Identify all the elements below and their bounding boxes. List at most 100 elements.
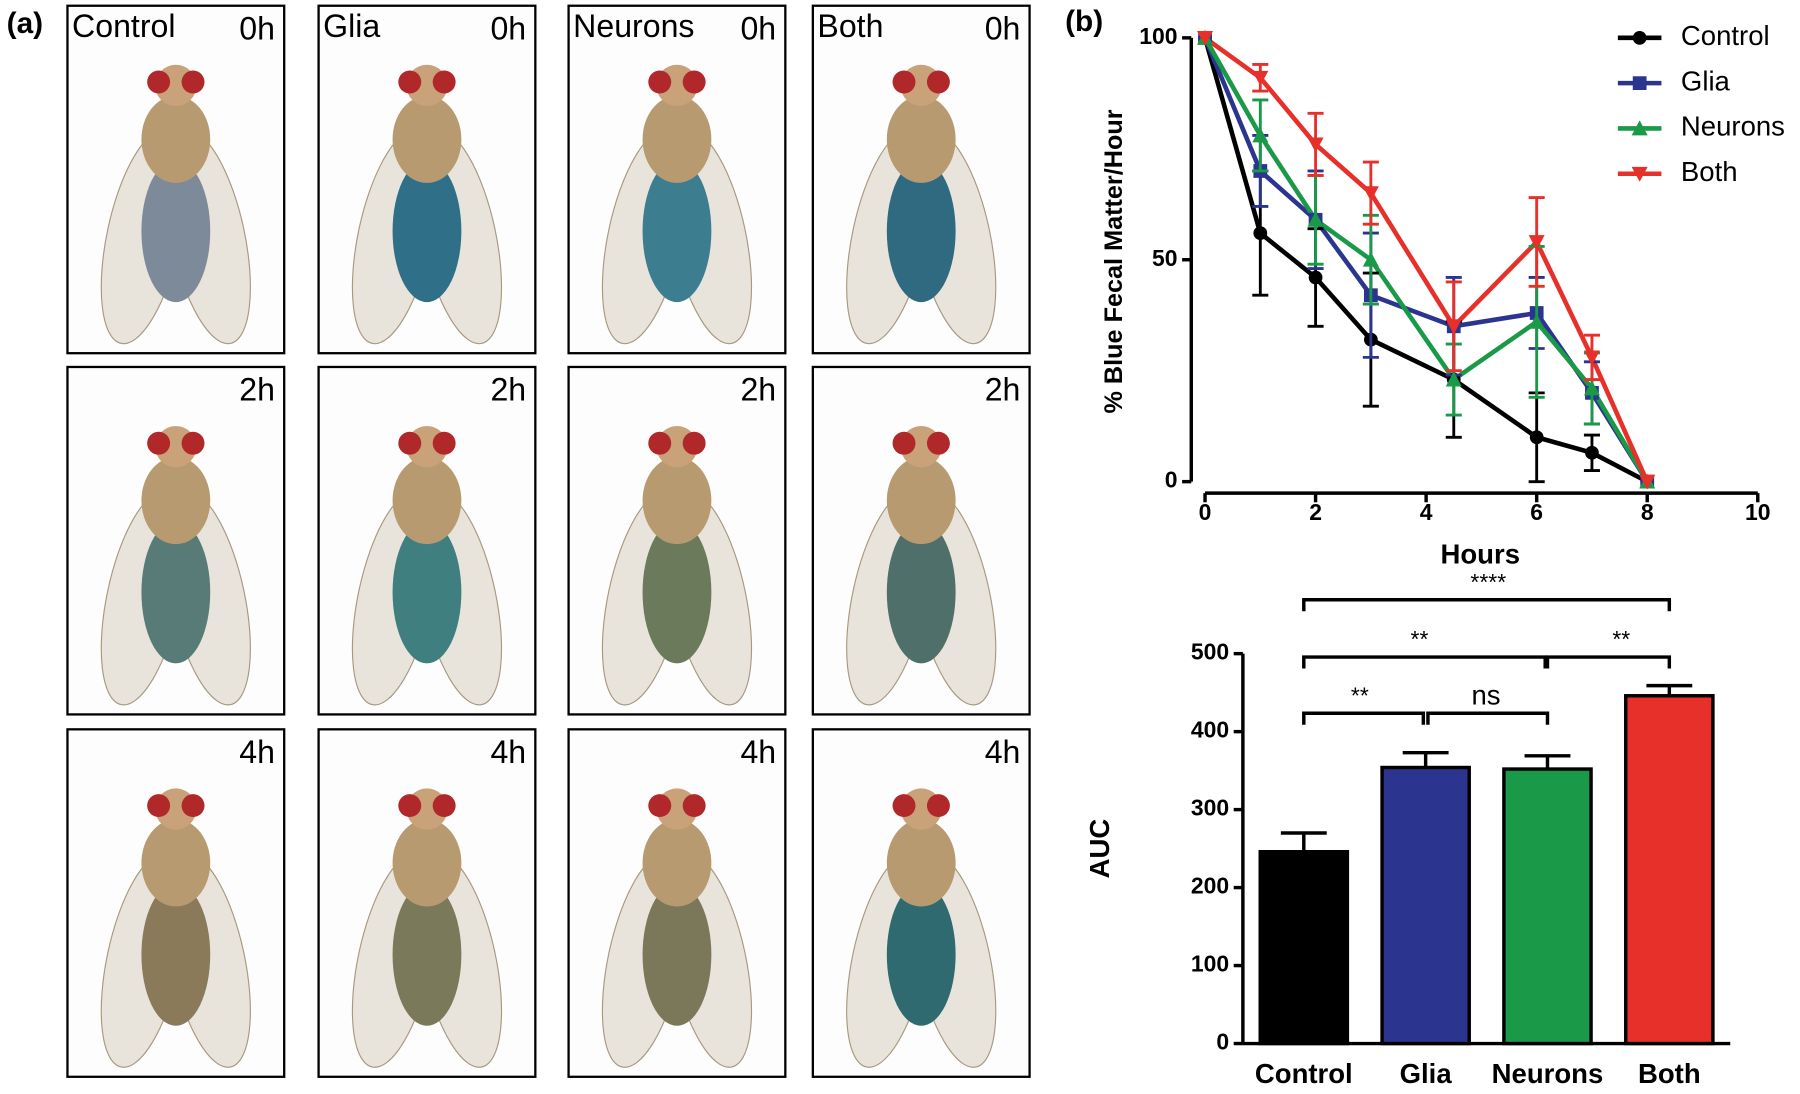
fly-abdomen — [141, 159, 211, 303]
marker — [1252, 127, 1269, 143]
marker — [1253, 226, 1268, 240]
x-tick-label: 8 — [1641, 499, 1654, 525]
marker — [1528, 313, 1545, 329]
marker — [1362, 186, 1379, 202]
significance-bracket — [1302, 655, 1547, 669]
fly-thorax — [392, 456, 462, 545]
significance-bracket — [1302, 711, 1426, 725]
fly-thorax — [141, 456, 211, 545]
fly-thorax — [392, 819, 462, 907]
fly-abdomen — [141, 521, 211, 664]
marker — [1252, 70, 1269, 86]
significance-bracket — [1545, 655, 1672, 669]
significance-label: ** — [1411, 626, 1429, 652]
fly-eye — [181, 794, 205, 818]
fly-thorax — [392, 95, 462, 183]
photo-label: 0h — [239, 10, 275, 46]
marker — [1307, 211, 1324, 227]
photo-label: 4h — [740, 734, 776, 770]
data-line — [1203, 35, 1650, 483]
x-tick-label: Neurons — [1492, 1058, 1604, 1089]
panel-label: (b) — [1065, 5, 1103, 38]
marker — [1445, 319, 1462, 335]
fly-thorax — [886, 95, 956, 183]
fly-thorax — [642, 456, 712, 545]
significance-bracket — [1302, 598, 1672, 612]
photo-label: 0h — [740, 10, 776, 46]
fly-abdomen — [886, 521, 956, 664]
y-axis-label: AUC — [1084, 819, 1115, 879]
fly-eye — [181, 70, 205, 94]
marker — [1197, 30, 1214, 46]
legend-marker — [1632, 76, 1647, 91]
significance-label: ** — [1612, 626, 1630, 652]
legend-label: Control — [1681, 20, 1770, 51]
fly-abdomen — [392, 159, 462, 303]
y-tick-label: 0 — [1216, 1029, 1229, 1055]
photo-label: 4h — [490, 734, 526, 770]
x-tick-label: 10 — [1745, 499, 1770, 525]
photo-label: Both — [817, 8, 883, 44]
data-line — [1202, 36, 1650, 483]
photo-label: Glia — [323, 8, 380, 44]
legend-marker — [1632, 30, 1647, 45]
fly-abdomen — [392, 883, 462, 1026]
fly-eye — [892, 70, 916, 94]
fly-abdomen — [141, 883, 211, 1026]
fly-eye — [892, 794, 916, 818]
fly-abdomen — [886, 159, 956, 303]
fly-thorax — [141, 819, 211, 907]
photo-label: Control — [72, 8, 175, 44]
y-tick-label: 300 — [1191, 795, 1229, 821]
significance-label: ** — [1351, 682, 1369, 708]
fly-eye — [147, 794, 171, 818]
x-tick-label: 6 — [1530, 499, 1543, 525]
bar — [1624, 694, 1715, 1046]
x-tick-label: Control — [1255, 1058, 1353, 1089]
photo-label: 0h — [985, 10, 1021, 46]
fly-eye — [682, 794, 706, 818]
data-line — [1202, 37, 1649, 484]
x-tick-label: 4 — [1420, 499, 1433, 525]
fly-abdomen — [642, 883, 712, 1026]
x-tick-label: 0 — [1199, 499, 1212, 525]
fly-eye — [682, 70, 706, 94]
photo-label: 4h — [985, 734, 1021, 770]
legend-marker — [1631, 120, 1648, 136]
fly-eye — [398, 431, 422, 455]
fly-abdomen — [886, 883, 956, 1026]
significance-label: ns — [1471, 679, 1500, 710]
marker — [1362, 251, 1379, 267]
photo-label: Neurons — [573, 8, 694, 44]
x-tick-label: Glia — [1400, 1058, 1453, 1089]
y-tick-label: 100 — [1139, 23, 1177, 49]
error-bar — [1524, 754, 1571, 770]
x-tick-label: Both — [1638, 1058, 1701, 1089]
photo-label: 2h — [740, 372, 776, 408]
y-tick-label: 200 — [1191, 873, 1229, 899]
fly-eye — [682, 431, 706, 455]
photo-label: 2h — [490, 372, 526, 408]
fly-eye — [648, 70, 672, 94]
photo-label: 0h — [490, 10, 526, 46]
legend-label: Neurons — [1681, 111, 1785, 142]
fly-eye — [432, 431, 456, 455]
legend-label: Glia — [1681, 65, 1731, 96]
photo-label: 4h — [239, 734, 275, 770]
legend-label: Both — [1681, 156, 1738, 187]
fly-thorax — [642, 819, 712, 907]
marker — [1583, 350, 1600, 366]
fly-eye — [892, 431, 916, 455]
significance-label: **** — [1470, 569, 1506, 595]
marker — [1445, 371, 1462, 387]
fly-eye — [926, 70, 950, 94]
bar — [1502, 767, 1593, 1046]
fly-abdomen — [642, 521, 712, 664]
marker — [1639, 474, 1656, 490]
fly-eye — [147, 70, 171, 94]
y-tick-label: 400 — [1191, 717, 1229, 743]
fly-eye — [648, 794, 672, 818]
fly-thorax — [886, 456, 956, 545]
fly-eye — [432, 794, 456, 818]
